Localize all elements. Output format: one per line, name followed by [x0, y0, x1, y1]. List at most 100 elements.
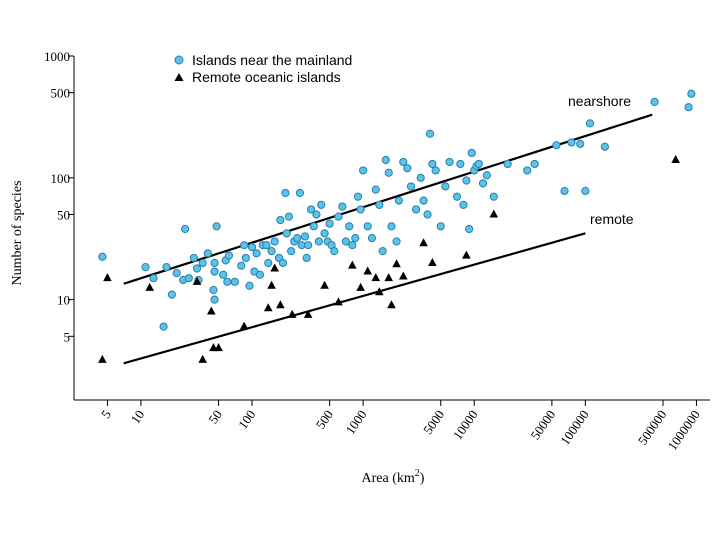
point-nearshore-69: [356, 205, 365, 214]
point-nearshore-92: [441, 182, 450, 191]
point-nearshore-3: [159, 322, 168, 331]
point-nearshore-27: [241, 253, 250, 263]
point-nearshore-32: [255, 270, 265, 279]
point-nearshore-97: [462, 176, 471, 185]
x-tick-label-7: 10000: [450, 407, 481, 442]
point-nearshore-39: [276, 215, 285, 225]
point-nearshore-25: [237, 261, 246, 270]
point-nearshore-59: [325, 219, 334, 228]
point-remote-15: [320, 280, 329, 289]
point-nearshore-29: [247, 242, 257, 252]
point-nearshore-94: [452, 192, 462, 201]
point-nearshore-105: [489, 192, 498, 201]
point-nearshore-5: [167, 290, 176, 299]
point-nearshore-117: [684, 103, 693, 112]
point-nearshore-13: [198, 258, 207, 268]
point-nearshore-98: [465, 224, 474, 234]
point-nearshore-90: [431, 166, 440, 175]
point-remote-8: [239, 321, 249, 330]
point-nearshore-89: [428, 159, 437, 169]
point-remote-23: [387, 300, 396, 309]
point-nearshore-36: [267, 247, 276, 256]
point-remote-18: [356, 282, 365, 291]
point-nearshore-16: [210, 258, 219, 268]
point-nearshore-81: [399, 157, 408, 167]
point-nearshore-31: [252, 249, 261, 258]
y-tick-label-1: 10: [57, 293, 70, 308]
legend-label-remote: Remote oceanic islands: [192, 69, 341, 85]
point-nearshore-95: [456, 159, 465, 169]
point-nearshore-26: [240, 241, 249, 250]
point-remote-20: [371, 273, 381, 282]
point-nearshore-50: [302, 253, 311, 263]
fit-lines: [123, 113, 653, 365]
point-nearshore-111: [567, 138, 576, 147]
point-nearshore-43: [284, 212, 294, 221]
point-nearshore-86: [419, 196, 428, 205]
point-nearshore-14: [203, 249, 212, 258]
legend-circle-marker: [174, 55, 184, 65]
point-nearshore-84: [412, 205, 421, 214]
y-axis-title: Number of species: [10, 181, 25, 286]
point-nearshore-108: [530, 159, 539, 169]
point-nearshore-22: [223, 277, 232, 286]
x-tick-label-5: 1000: [342, 407, 369, 437]
point-nearshore-78: [387, 222, 396, 231]
x-tick-label-2: 50: [205, 407, 225, 426]
point-remote-17: [348, 260, 357, 269]
x-axis-title: Area (km2): [362, 468, 425, 486]
point-nearshore-52: [306, 205, 316, 214]
point-nearshore-41: [281, 188, 290, 198]
point-nearshore-116: [650, 97, 659, 106]
point-nearshore-4: [162, 262, 171, 272]
point-remote-9: [263, 303, 273, 312]
point-nearshore-88: [425, 129, 435, 138]
point-nearshore-44: [287, 247, 296, 256]
point-remote-14: [303, 309, 313, 318]
point-remote-5: [206, 306, 216, 315]
point-nearshore-75: [378, 247, 387, 256]
point-nearshore-87: [423, 210, 432, 219]
point-nearshore-71: [363, 222, 372, 231]
x-axis-title-superscript: 2: [415, 468, 420, 479]
point-nearshore-61: [330, 247, 339, 256]
point-nearshore-63: [338, 202, 347, 211]
point-nearshore-110: [560, 186, 569, 196]
point-nearshore-28: [245, 281, 254, 290]
point-nearshore-2: [149, 274, 158, 283]
point-nearshore-10: [189, 253, 199, 263]
point-nearshore-104: [482, 171, 491, 180]
point-remote-29: [489, 209, 499, 218]
x-axis-title-close: ): [420, 471, 425, 486]
point-nearshore-118: [687, 89, 696, 98]
point-remote-12: [276, 300, 285, 309]
point-nearshore-11: [192, 264, 202, 273]
point-nearshore-91: [436, 222, 445, 231]
point-remote-27: [428, 257, 437, 266]
x-tick-label-1: 10: [128, 407, 148, 426]
point-nearshore-107: [523, 166, 532, 175]
point-nearshore-17: [210, 295, 219, 304]
point-nearshore-47: [295, 188, 305, 198]
point-nearshore-66: [348, 241, 357, 250]
point-remote-19: [363, 266, 373, 275]
y-tick-label-3: 100: [51, 171, 71, 186]
point-nearshore-112: [576, 139, 585, 148]
point-remote-28: [462, 250, 471, 259]
point-remote-16: [334, 297, 343, 306]
x-axis-title-text: Area (km: [362, 471, 415, 486]
x-tick-label-11: 1000000: [665, 407, 703, 453]
point-nearshore-9: [184, 274, 193, 283]
point-remote-30: [671, 155, 680, 164]
point-nearshore-109: [552, 141, 561, 150]
point-nearshore-102: [474, 159, 483, 169]
point-nearshore-68: [353, 192, 363, 201]
point-nearshore-85: [416, 173, 425, 182]
legend-label-nearshore: Islands near the mainland: [192, 52, 352, 68]
point-nearshore-37: [270, 237, 279, 246]
point-nearshore-99: [467, 148, 476, 158]
point-nearshore-62: [334, 212, 343, 221]
legend-triangle-marker: [174, 73, 184, 81]
